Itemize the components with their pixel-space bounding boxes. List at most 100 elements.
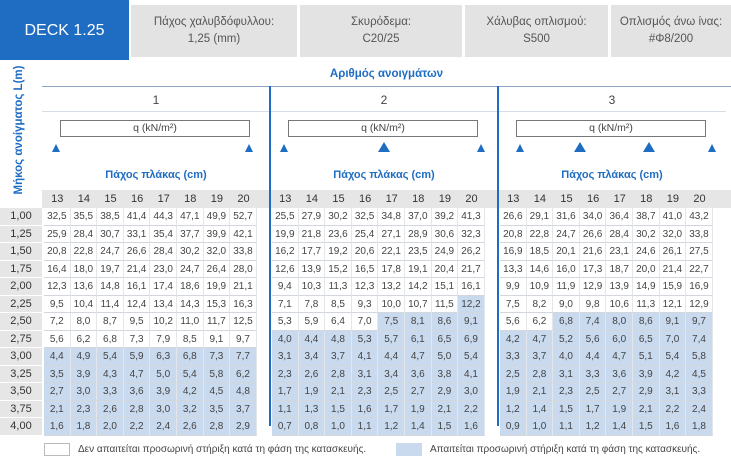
span-length-label: Μήκος ανοίγματος L(m) [4,66,34,195]
table-cell: 5,9 [298,313,326,331]
table-cell: 7,0 [659,330,687,348]
table-cell: 1,2 [500,400,527,418]
span-length-cell: 2,00 [0,278,42,296]
table-cell: 3,7 [230,400,257,418]
table-cell: 0,7 [272,418,299,436]
table-cell: 13,3 [500,260,527,278]
table-cell: 1,6 [351,400,379,418]
table-cell: 3,2 [177,400,204,418]
table-cell: 15,9 [659,278,687,296]
table-cell: 42,1 [230,225,257,243]
table-cell: 2,7 [606,383,633,401]
table-cell: 2,3 [553,383,580,401]
table-cell: 3,3 [579,365,607,383]
table-cell: 21,8 [298,225,326,243]
table-cell: 9,7 [230,330,257,348]
table-cell: 11,5 [431,295,459,313]
table-cell: 2,9 [431,383,459,401]
span-number: 1 [152,93,160,107]
header-concrete: Σκυρόδεμα: C20/25 [300,5,462,57]
table-cell: 28,4 [70,225,98,243]
table-cell: 27,9 [298,208,326,226]
table-cell: 21,4 [123,260,151,278]
table-cell: 16,9 [500,243,527,261]
table-cell: 1,4 [606,418,633,436]
table-cell: 2,6 [298,365,326,383]
table-cell: 15,2 [325,260,352,278]
table-cell: 33,1 [123,225,151,243]
table-cell: 16,3 [230,295,257,313]
table-cell: 4,1 [351,348,379,366]
span-length-cell: 3,75 [0,401,42,418]
table-cell: 8,5 [177,330,204,348]
table-cell: 3,1 [553,365,580,383]
table-cell: 2,6 [177,418,204,436]
table-cell: 6,5 [431,330,459,348]
table-cell: 3,5 [44,365,71,383]
table-cell: 7,4 [579,313,607,331]
table-cell: 32,0 [659,225,687,243]
table-cell: 3,1 [272,348,299,366]
table-cell: 5,0 [431,348,459,366]
table-cell: 16,1 [123,278,151,296]
table-cell: 39,9 [203,225,231,243]
table-cell: 9,4 [272,278,299,296]
table-cell: 19,7 [97,260,124,278]
table-cell: 2,2 [659,400,687,418]
table-cell: 11,3 [633,295,660,313]
table-cell: 15,1 [431,278,459,296]
thickness-header-cell: 19 [666,193,680,205]
thickness-header-cell: 19 [438,193,452,205]
table-cell: 3,7 [526,348,554,366]
table-cell: 5,3 [351,330,379,348]
table-cell: 5,8 [203,365,231,383]
table-cell: 2,7 [44,383,71,401]
table-cell: 22,1 [378,243,405,261]
table-cell: 3,0 [70,383,98,401]
table-cell: 2,9 [230,418,257,436]
table-cell: 4,2 [500,330,527,348]
table-cell: 19,9 [203,278,231,296]
table-cell: 8,0 [70,313,98,331]
table-cell: 1,0 [325,418,352,436]
table-cell: 25,4 [351,225,379,243]
table-cell: 2,8 [526,365,554,383]
table-cell: 3,6 [606,365,633,383]
support-triangle-icon [708,144,716,152]
table-cell: 3,4 [378,365,405,383]
legend-swatch-white [44,443,70,456]
table-cell: 23,0 [150,260,177,278]
table-cell: 32,0 [203,243,231,261]
table-cell: 1,5 [431,418,459,436]
table-cell: 8,7 [97,313,124,331]
legend-no-support-text: Δεν απαιτείται προσωρινή στήριξη κατά τη… [78,444,367,455]
table-cell: 3,9 [70,365,98,383]
table-cell: 7,4 [686,330,713,348]
span-length-cell: 3,25 [0,366,42,383]
slab-thickness-title: Πάχος πλάκας (cm) [105,169,207,181]
table-cell: 31,6 [553,208,580,226]
table-cell: 37,0 [405,208,432,226]
table-cell: 2,1 [44,400,71,418]
support-triangle-icon [516,144,524,152]
table-cell: 25,5 [272,208,299,226]
span-length-cell: 1,25 [0,226,42,243]
table-cell: 11,7 [203,313,231,331]
table-cell: 32,3 [458,225,485,243]
table-cell: 10,6 [606,295,633,313]
table-cell: 17,3 [579,260,607,278]
table-cell: 5,8 [686,348,713,366]
table-cell: 2,8 [325,365,352,383]
table-cell: 4,0 [272,330,299,348]
load-label-box: q (kN/m²) [60,120,250,137]
table-cell: 11,0 [177,313,204,331]
thickness-header-cell: 17 [157,193,170,205]
table-cell: 14,2 [405,278,432,296]
table-cell: 15,3 [203,295,231,313]
table-cell: 2,5 [500,365,527,383]
table-cell: 1,9 [298,383,326,401]
thickness-header-cell: 13 [279,193,292,205]
table-cell: 32,5 [44,208,71,226]
table-cell: 28,4 [150,243,177,261]
support-triangle-icon [280,144,288,152]
